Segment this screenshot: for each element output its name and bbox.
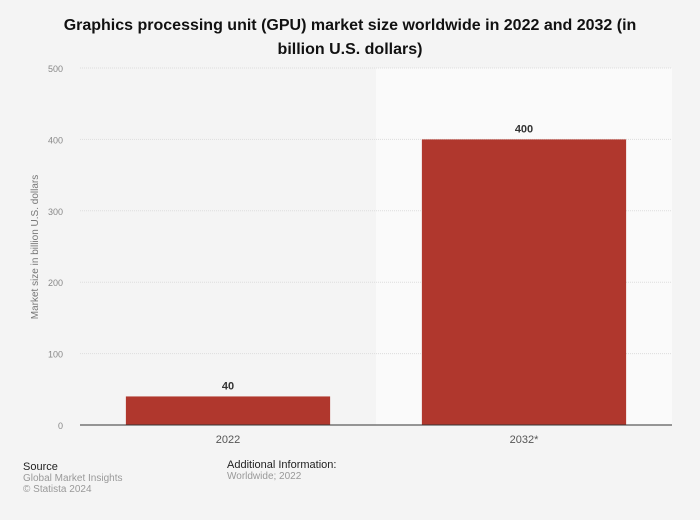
- y-tick-label: 400: [48, 135, 63, 145]
- y-tick-label: 100: [48, 350, 63, 360]
- data-label: 40: [222, 380, 234, 392]
- copyright: © Statista 2024: [23, 484, 92, 495]
- bar: [421, 139, 627, 425]
- source-heading: Source: [23, 461, 58, 473]
- additional-info-text: Worldwide; 2022: [227, 471, 302, 482]
- y-tick-label: 500: [48, 64, 63, 74]
- y-tick-label: 300: [48, 207, 63, 217]
- y-tick-label: 0: [58, 421, 63, 431]
- bar: [125, 396, 331, 425]
- chart-title: Graphics processing unit (GPU) market si…: [63, 17, 637, 58]
- source-name[interactable]: Global Market Insights: [23, 473, 123, 484]
- y-axis-label: Market size in billion U.S. dollars: [30, 175, 41, 320]
- additional-info-heading: Additional Information:: [227, 459, 337, 471]
- x-tick-label: 2032*: [510, 434, 539, 446]
- x-tick-label: 2022: [216, 434, 240, 446]
- y-tick-label: 200: [48, 278, 63, 288]
- data-label: 400: [515, 123, 533, 135]
